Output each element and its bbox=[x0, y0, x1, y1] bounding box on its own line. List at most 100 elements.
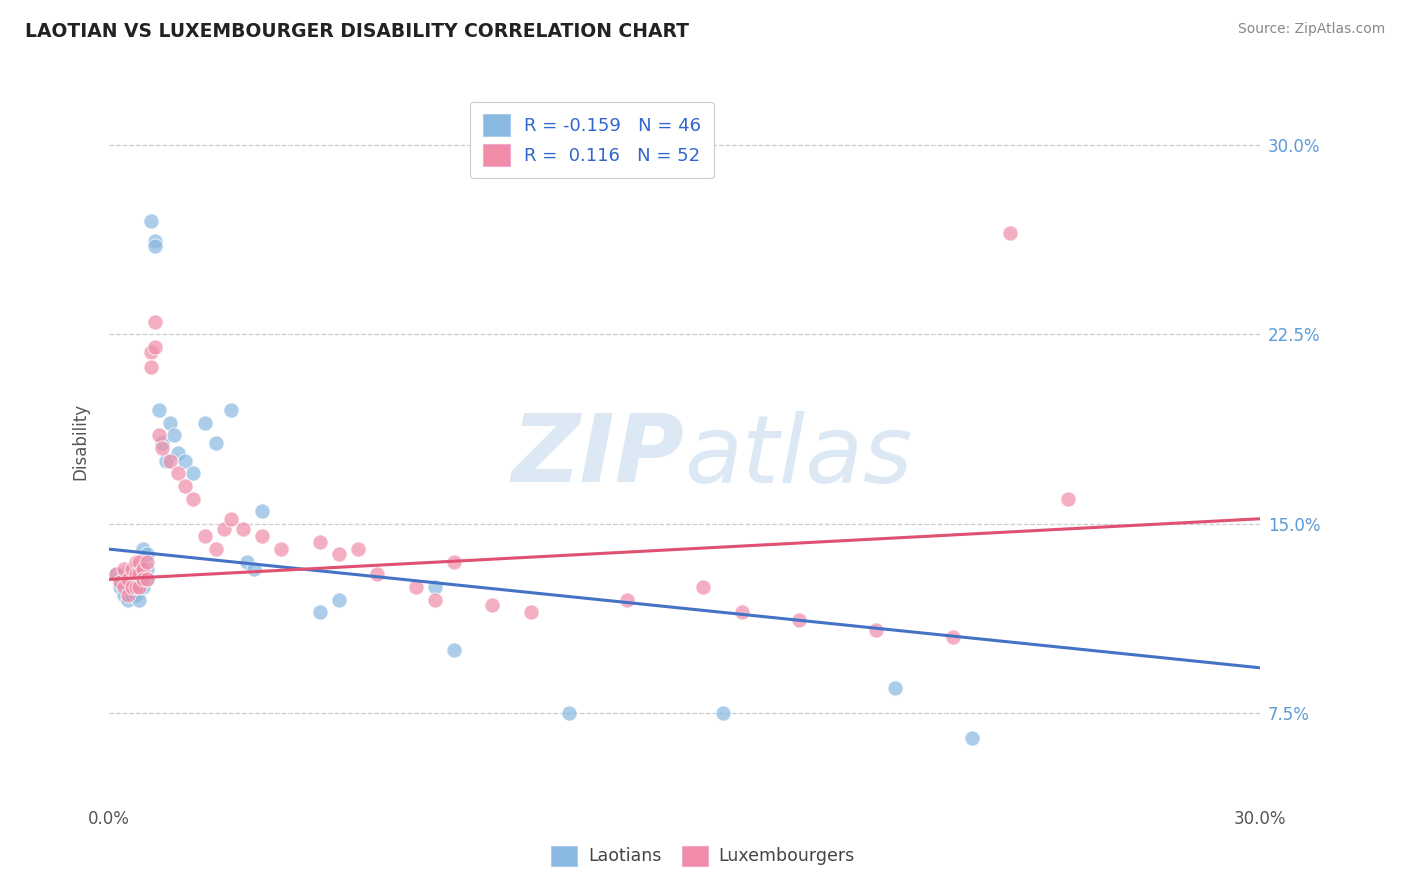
Point bbox=[143, 239, 166, 253]
Point bbox=[405, 580, 427, 594]
Point bbox=[166, 467, 188, 481]
Y-axis label: Disability: Disability bbox=[72, 403, 89, 480]
Point bbox=[124, 562, 146, 576]
Point bbox=[112, 562, 135, 576]
Point bbox=[181, 467, 204, 481]
Point bbox=[328, 592, 350, 607]
Point bbox=[960, 731, 983, 746]
Point bbox=[692, 580, 714, 594]
Point bbox=[789, 613, 811, 627]
Point bbox=[108, 574, 131, 589]
Point bbox=[117, 573, 139, 587]
Point bbox=[308, 605, 330, 619]
Point bbox=[212, 522, 235, 536]
Point bbox=[148, 403, 170, 417]
Point bbox=[174, 479, 197, 493]
Point bbox=[112, 580, 135, 594]
Point bbox=[128, 573, 150, 587]
Point bbox=[121, 588, 143, 602]
Point bbox=[139, 360, 162, 375]
Point bbox=[250, 504, 273, 518]
Point bbox=[128, 567, 150, 582]
Point bbox=[152, 441, 174, 455]
Point bbox=[558, 706, 581, 721]
Point bbox=[232, 522, 254, 536]
Point bbox=[117, 588, 139, 602]
Point bbox=[136, 573, 159, 587]
Point bbox=[166, 446, 188, 460]
Point bbox=[308, 534, 330, 549]
Point bbox=[236, 555, 259, 569]
Point bbox=[194, 416, 217, 430]
Point bbox=[121, 567, 143, 582]
Point bbox=[148, 428, 170, 442]
Point bbox=[366, 567, 388, 582]
Point bbox=[159, 416, 181, 430]
Point bbox=[347, 542, 370, 557]
Point bbox=[221, 512, 243, 526]
Point bbox=[423, 592, 446, 607]
Point bbox=[117, 580, 139, 594]
Point bbox=[152, 436, 174, 450]
Point bbox=[884, 681, 907, 695]
Point bbox=[112, 588, 135, 602]
Point bbox=[139, 214, 162, 228]
Point bbox=[865, 623, 887, 637]
Text: atlas: atlas bbox=[685, 410, 912, 501]
Point bbox=[731, 605, 754, 619]
Point bbox=[128, 580, 150, 594]
Point bbox=[1057, 491, 1080, 506]
Point bbox=[443, 643, 465, 657]
Point bbox=[105, 567, 128, 582]
Legend: R = -0.159   N = 46, R =  0.116   N = 52: R = -0.159 N = 46, R = 0.116 N = 52 bbox=[470, 102, 714, 178]
Point bbox=[221, 403, 243, 417]
Point bbox=[423, 580, 446, 594]
Point bbox=[443, 555, 465, 569]
Point bbox=[128, 555, 150, 569]
Point bbox=[132, 580, 155, 594]
Point bbox=[124, 567, 146, 582]
Point bbox=[121, 573, 143, 587]
Text: ZIP: ZIP bbox=[512, 410, 685, 502]
Point bbox=[121, 562, 143, 576]
Point bbox=[481, 598, 503, 612]
Point bbox=[132, 542, 155, 557]
Point bbox=[143, 315, 166, 329]
Point bbox=[132, 573, 155, 587]
Point bbox=[159, 453, 181, 467]
Point bbox=[128, 580, 150, 594]
Point bbox=[519, 605, 541, 619]
Point bbox=[136, 573, 159, 587]
Point bbox=[124, 588, 146, 602]
Point bbox=[155, 453, 177, 467]
Point bbox=[136, 547, 159, 561]
Point bbox=[124, 573, 146, 587]
Point bbox=[143, 340, 166, 354]
Point bbox=[250, 529, 273, 543]
Point bbox=[163, 428, 186, 442]
Point bbox=[132, 562, 155, 576]
Point bbox=[194, 529, 217, 543]
Point bbox=[174, 453, 197, 467]
Point bbox=[128, 567, 150, 582]
Point bbox=[205, 436, 228, 450]
Point bbox=[616, 592, 638, 607]
Point bbox=[942, 631, 965, 645]
Point bbox=[270, 542, 292, 557]
Point bbox=[105, 567, 128, 582]
Text: Source: ZipAtlas.com: Source: ZipAtlas.com bbox=[1237, 22, 1385, 37]
Point bbox=[136, 555, 159, 569]
Point bbox=[139, 345, 162, 359]
Point bbox=[328, 547, 350, 561]
Point bbox=[143, 234, 166, 248]
Point bbox=[136, 562, 159, 576]
Point bbox=[121, 580, 143, 594]
Point bbox=[112, 567, 135, 582]
Point bbox=[205, 542, 228, 557]
Point bbox=[124, 580, 146, 594]
Point bbox=[243, 562, 266, 576]
Point bbox=[124, 555, 146, 569]
Point bbox=[128, 592, 150, 607]
Point bbox=[1000, 227, 1022, 241]
Point bbox=[181, 491, 204, 506]
